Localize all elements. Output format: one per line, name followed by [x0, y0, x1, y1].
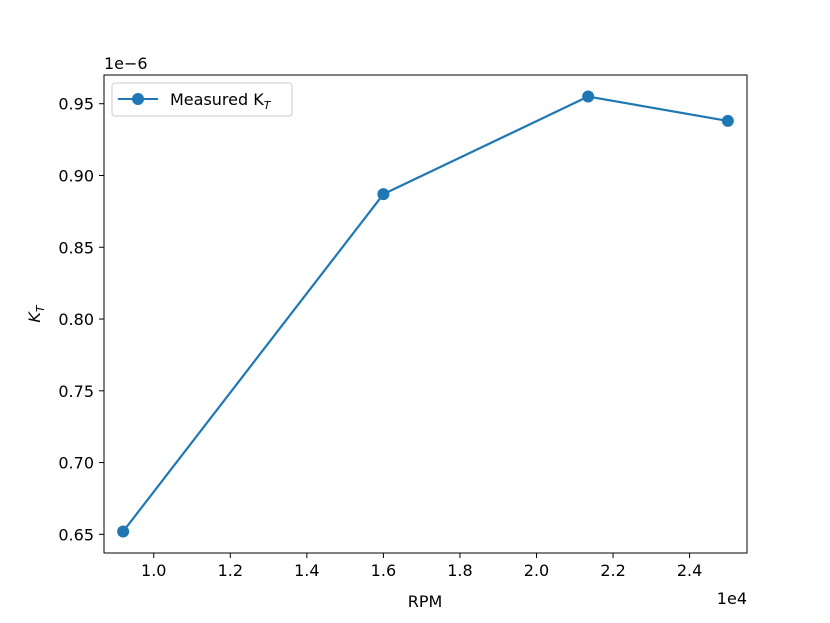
x-tick-label: 1.6: [371, 561, 396, 580]
y-tick-label: 0.65: [58, 525, 94, 544]
series-line: [122, 95, 729, 533]
legend-label-sub: T: [264, 99, 272, 112]
legend-box: [111, 82, 293, 117]
y-tick-label: 0.90: [58, 166, 94, 185]
y-axis-label: KT: [25, 304, 47, 323]
x-tick-label: 2.2: [600, 561, 625, 580]
data-point-marker: [582, 90, 595, 103]
series-layer: [117, 90, 734, 538]
legend: Measured KT: [111, 82, 293, 117]
y-axis-label-main: K: [25, 311, 44, 323]
y-tick-label: 0.80: [58, 310, 94, 329]
y-tick-label: 0.85: [58, 238, 94, 257]
x-tick-label: 2.4: [677, 561, 702, 580]
y-tick-label: 0.95: [58, 95, 94, 114]
x-tick-label: 2.0: [524, 561, 549, 580]
x-offset-label: 1e4: [717, 589, 747, 608]
x-tick-label: 1.8: [447, 561, 472, 580]
y-tick-label: 0.75: [58, 382, 94, 401]
data-point-marker: [721, 114, 734, 127]
legend-entry-label: Measured KT: [170, 90, 272, 112]
data-point-marker: [117, 525, 130, 538]
legend-marker-swatch: [132, 93, 144, 105]
x-tick-label: 1.0: [141, 561, 166, 580]
data-point-marker: [377, 188, 390, 201]
x-tick-label: 1.4: [294, 561, 319, 580]
x-tick-label: 1.2: [218, 561, 243, 580]
plot-frame: [103, 74, 748, 554]
ticks-layer: 1.0 1.2 1.4 1.6 1.8 2.0 2.2 2.4 0.65 0.70 0.75 0.80…: [58, 95, 702, 580]
y-offset-label: 1e−6: [104, 54, 148, 73]
y-tick-label: 0.70: [58, 454, 94, 473]
x-axis-label: RPM: [408, 592, 443, 611]
legend-label-main: Measured K: [170, 90, 264, 109]
y-axis-label-sub: T: [34, 304, 47, 312]
